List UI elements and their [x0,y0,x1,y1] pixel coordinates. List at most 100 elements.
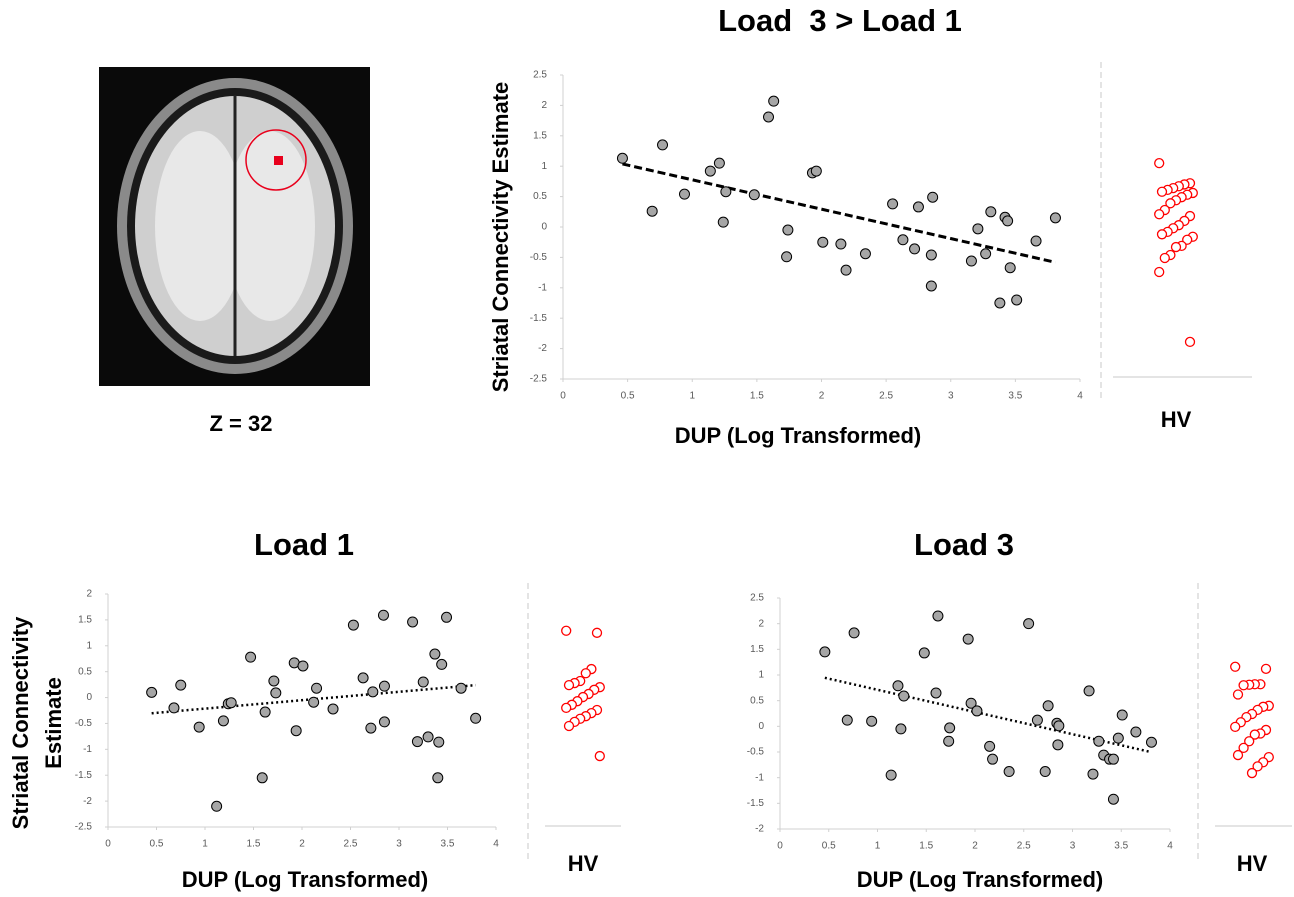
x-tick-label: 3.5 [1008,391,1022,402]
data-point [705,166,715,176]
data-point [328,704,338,714]
data-point [782,252,792,262]
data-point [896,724,906,734]
data-point [913,202,923,212]
x-tick-label: 0 [777,841,783,852]
hv-point [1186,337,1195,346]
x-tick-label: 4 [1077,391,1083,402]
data-point [836,239,846,249]
x-tick-label: 0 [560,391,566,402]
data-point [910,244,920,254]
data-point [1108,754,1118,764]
x-tick-label: 4 [493,839,499,850]
y-tick-label: -0.5 [75,718,93,729]
data-point [169,703,179,713]
data-point [1043,701,1053,711]
data-point [933,611,943,621]
data-point [679,189,689,199]
data-point [1088,769,1098,779]
data-point [1117,710,1127,720]
hv-point [1155,267,1164,276]
data-point [269,676,279,686]
data-point [963,634,973,644]
y-tick-label: 1.5 [750,644,764,655]
data-point [926,250,936,260]
y-tick-label: 1.5 [533,130,547,141]
chart-title: Load 1 [254,527,354,562]
cluster [274,156,283,165]
y-tick-label: 0.5 [533,191,547,202]
data-point [194,722,204,732]
data-point [1053,740,1063,750]
y-tick-label: 2 [758,618,764,629]
data-point [309,697,319,707]
hv-label: HV [1237,851,1268,876]
x-tick-label: 0.5 [621,391,635,402]
hv-point [565,722,574,731]
data-point [147,687,157,697]
data-point [886,770,896,780]
data-point [928,192,938,202]
data-point [647,206,657,216]
data-point [1146,737,1156,747]
y-tick-label: -2 [538,343,547,354]
data-point [212,801,222,811]
data-point [358,673,368,683]
hv-point [1155,210,1164,219]
y-tick-label: 2.5 [750,593,764,604]
data-point [418,677,428,687]
data-point [764,112,774,122]
data-point [617,153,627,163]
y-tick-label: -2 [83,796,92,807]
y-tick-label: -2 [755,824,764,835]
x-tick-label: 0.5 [150,839,164,850]
y-tick-label: -1.5 [530,313,548,324]
hv-point [1231,722,1240,731]
hv-point [1172,243,1181,252]
x-axis-label: DUP (Log Transformed) [675,423,922,448]
data-point [471,713,481,723]
x-tick-label: 1 [202,839,208,850]
y-tick-label: 1 [86,640,92,651]
data-point [981,249,991,259]
data-point [1050,213,1060,223]
x-tick-label: 2 [972,841,978,852]
data-point [769,96,779,106]
data-point [291,726,301,736]
data-point [988,754,998,764]
hv-point [1155,159,1164,168]
y-axis-label: Striatal Connectivity Estimate [488,82,513,393]
data-point [412,737,422,747]
data-point [226,698,236,708]
y-tick-label: -1.5 [75,770,93,781]
data-point [260,707,270,717]
y-tick-label: 2 [541,100,547,111]
x-tick-label: 1 [689,391,695,402]
data-point [849,628,859,638]
data-point [408,617,418,627]
hv-point [1262,664,1271,673]
hv-point [1239,681,1248,690]
data-point [973,224,983,234]
hv-point [565,681,574,690]
y-axis-label: Estimate [41,677,66,769]
data-point [1005,263,1015,273]
data-point [842,715,852,725]
y-tick-label: 0 [541,222,547,233]
x-axis-label: DUP (Log Transformed) [182,867,429,892]
x-tick-label: 1 [875,841,881,852]
x-tick-label: 2.5 [1017,841,1031,852]
data-point [1094,736,1104,746]
data-point [298,661,308,671]
hv-point [581,669,590,678]
image-caption: Z = 32 [210,411,273,436]
y-tick-label: 0 [758,721,764,732]
figure: Z = 32 Load 3 > Load 1DUP (Log Transform… [0,0,1294,897]
data-point [433,773,443,783]
y-axis-label: Striatal Connectivity [8,616,33,829]
y-tick-label: -1 [755,772,764,783]
data-point [379,717,389,727]
hv-point [1231,662,1240,671]
white-matter-right [225,131,315,321]
data-point [860,249,870,259]
